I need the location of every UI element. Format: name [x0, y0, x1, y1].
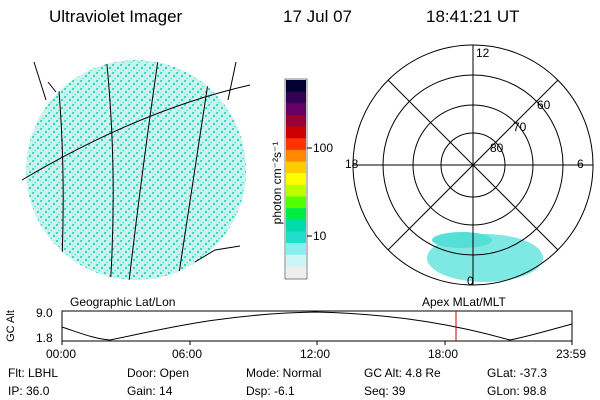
colorbar-cell: [286, 266, 306, 279]
colorbar-cell: [286, 196, 306, 209]
coastline: [194, 245, 241, 263]
gc-alt-axis-label: GC Alt: [4, 310, 17, 342]
time-tick-0000: 00:00: [46, 347, 77, 361]
colorbar-cell: [286, 103, 306, 116]
instrument-title: Ultraviolet Imager: [49, 7, 183, 26]
colorbar-cell: [286, 149, 306, 163]
colorbar-cell: [286, 231, 306, 244]
latitude-line: [21, 84, 251, 181]
colorbar-cell: [286, 208, 306, 221]
colorbar-tick-10: 10: [313, 229, 327, 243]
info-ip: IP: 36.0: [8, 384, 50, 398]
earth-image: [21, 60, 251, 280]
info-glon: GLon: 98.8: [487, 384, 547, 398]
colorbar-cell: [286, 114, 306, 128]
info-dsp: Dsp: -6.1: [246, 384, 295, 398]
colorbar-cell: [286, 173, 306, 186]
colorbar-cell: [286, 126, 306, 139]
info-flt: Flt: LBHL: [8, 366, 59, 380]
colorbar-cell: [286, 219, 306, 232]
alt-tick-min: 1.8: [36, 331, 53, 345]
alt-tick-max: 9.0: [36, 306, 53, 320]
polar-label-6: 6: [577, 157, 584, 171]
colorbar-cell: [286, 161, 306, 174]
time-tick-0600: 06:00: [172, 347, 203, 361]
time-tick-1800: 18:00: [428, 347, 459, 361]
time-tick-2359: 23:59: [556, 347, 587, 361]
altitude-timeline: [61, 310, 573, 345]
apex-mlat-label: Apex MLat/MLT: [422, 295, 506, 309]
date-label: 17 Jul 07: [283, 7, 352, 26]
colorbar-cell: [286, 138, 306, 151]
info-gc-alt: GC Alt: 4.8 Re: [364, 366, 441, 380]
info-door: Door: Open: [127, 366, 190, 380]
time-label: 18:41:21 UT: [426, 7, 520, 26]
ring-label-80: 80: [490, 141, 504, 155]
geo-latlon-label: Geographic Lat/Lon: [70, 295, 176, 309]
polar-plot: [352, 44, 594, 286]
colorbar-cell: [286, 184, 306, 197]
info-glat: GLat: -37.3: [487, 366, 548, 380]
colorbar: [284, 78, 312, 280]
colorbar-cell: [286, 243, 306, 256]
polar-label-0: 0: [467, 274, 474, 288]
info-mode: Mode: Normal: [246, 366, 322, 380]
colorbar-cell: [286, 254, 306, 267]
colorbar-cell: [286, 91, 306, 104]
ring-label-70: 70: [513, 120, 527, 134]
colorbar-unit-label: photon cm⁻²s⁻¹: [270, 141, 284, 225]
time-tick-1200: 12:00: [300, 347, 331, 361]
info-gain: Gain: 14: [127, 384, 173, 398]
polar-label-12: 12: [476, 46, 490, 60]
polar-label-18: 18: [345, 157, 359, 171]
info-seq: Seq: 39: [364, 384, 406, 398]
ring-label-60: 60: [537, 98, 551, 112]
colorbar-tick-100: 100: [313, 141, 334, 155]
colorbar-cell: [286, 80, 306, 93]
